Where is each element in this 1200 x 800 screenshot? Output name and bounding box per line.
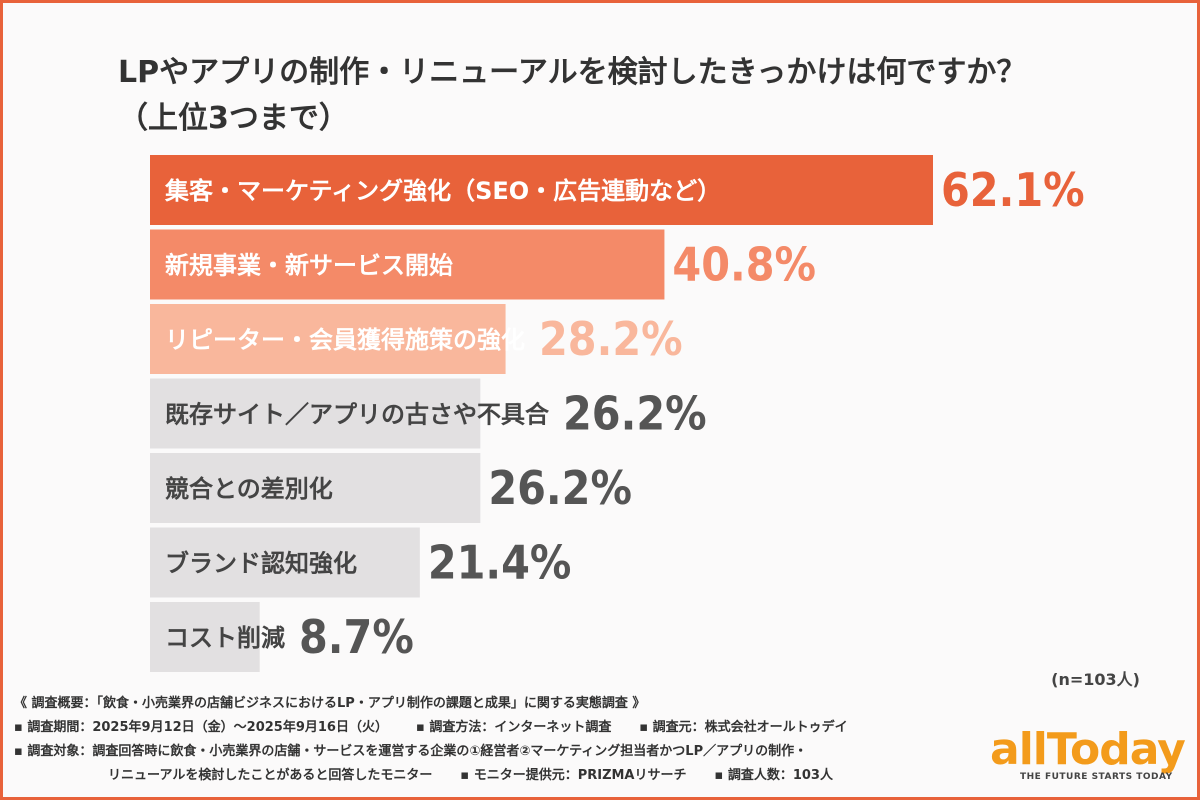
- bar-label-3: リピーター・会員獲得施策の強化: [165, 326, 525, 354]
- bar-4: [150, 378, 481, 449]
- bar-label-7: コスト削減: [165, 624, 285, 652]
- bar-label-4: 既存サイト／アプリの古さや不具合: [165, 401, 550, 429]
- survey-overview: 《 調査概要：「飲食・小売業界の店舗ビジネスにおけるLP・アプリ制作の課題と成果…: [14, 696, 646, 711]
- bar-value-3: 28.2%: [539, 312, 683, 366]
- bar-1: [150, 155, 933, 225]
- bar-value-1: 62.1%: [941, 163, 1085, 217]
- survey-provider: ▪ モニター提供元：PRIZMAリサーチ: [460, 768, 687, 783]
- bar-value-5: 26.2%: [488, 461, 632, 515]
- bar-value-4: 26.2%: [563, 387, 707, 441]
- chart-title: LPやアプリの制作・リニューアルを検討したきっかけは何ですか？ （上位3つまで）: [118, 55, 1027, 136]
- bar-label-5: 競合との差別化: [165, 475, 333, 503]
- logo-tagline: THE FUTURE STARTS TODAY: [1020, 772, 1173, 782]
- survey-count: ▪ 調査人数：103人: [714, 768, 833, 783]
- survey-period: ▪ 調査期間：2025年9月12日（金）〜2025年9月16日（火）: [14, 720, 388, 735]
- logo-wordmark: allToday: [990, 724, 1186, 775]
- bar-label-1: 集客・マーケティング強化（SEO・広告連動など）: [164, 177, 721, 205]
- bar-value-7: 8.7%: [299, 610, 414, 664]
- alltoday-logo: allToday THE FUTURE STARTS TODAY: [990, 724, 1190, 783]
- bar-5: [150, 453, 481, 523]
- bar-2: [150, 229, 665, 300]
- bar-label-6: ブランド認知強化: [165, 550, 357, 578]
- survey-organizer: ▪ 調査元：株式会社オールトゥデイ: [639, 720, 848, 735]
- survey-target-line-1: ▪ 調査対象：調査回答時に飲食・小売業界の店舗・サービスを運営する企業の①経営者…: [14, 744, 808, 759]
- bar-value-6: 21.4%: [428, 536, 572, 590]
- survey-method: ▪ 調査方法：インターネット調査: [415, 720, 612, 735]
- survey-target-line-2: リニューアルを検討したことがあると回答したモニター: [108, 768, 433, 783]
- sample-size: (n=103人): [1051, 670, 1140, 689]
- bar-label-2: 新規事業・新サービス開始: [165, 252, 453, 280]
- survey-notes: 《 調査概要：「飲食・小売業界の店舗ビジネスにおけるLP・アプリ制作の課題と成果…: [14, 692, 974, 788]
- bar-3: [150, 304, 506, 374]
- bar-7: [150, 602, 260, 672]
- bar-6: [150, 527, 420, 598]
- bar-value-2: 40.8%: [672, 238, 816, 292]
